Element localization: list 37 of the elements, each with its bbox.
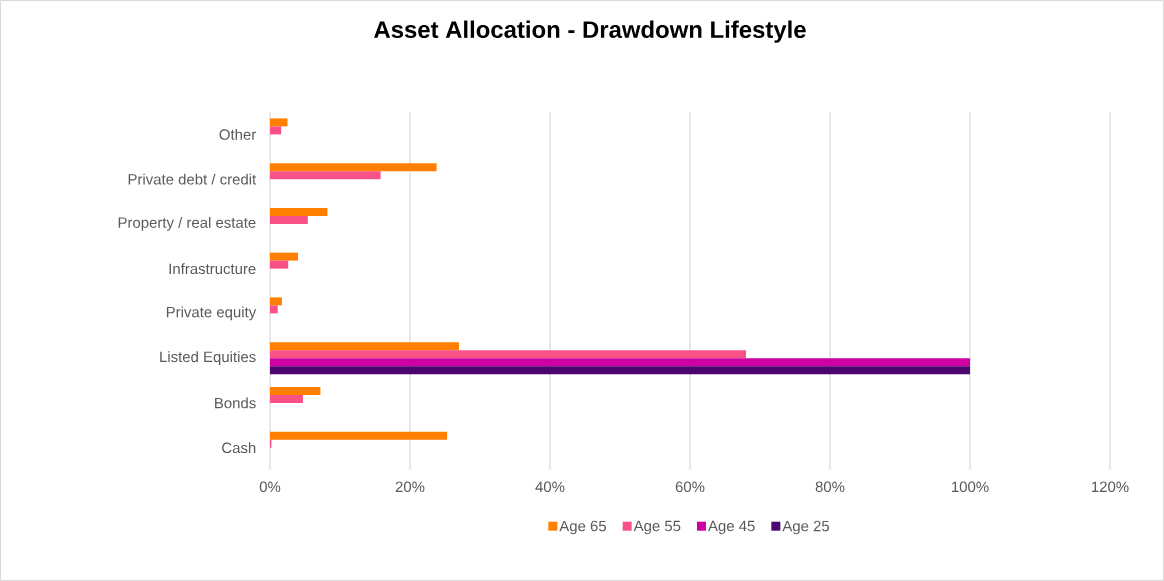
x-tick-label: 40% [535,481,565,493]
bar [270,118,288,127]
y-tick-label: Property / real estate [118,216,256,231]
legend-label: Age 65 [559,520,607,535]
bar [270,297,282,306]
bar [270,358,971,367]
bar [270,252,298,261]
y-tick-label: Bonds [215,397,256,409]
bar [270,431,448,440]
bar [270,171,381,180]
bar [270,215,308,224]
y-tick-label: Listed Equities [160,351,256,366]
bar [270,350,747,359]
chart-title: Asset Allocation - Drawdown Lifestyle [374,20,806,43]
y-tick-label: Private equity [166,306,257,321]
x-tick-label: 60% [675,481,705,493]
y-tick-label: Infrastructure [169,263,256,275]
x-tick-label: 0% [259,481,281,493]
bar [270,386,321,395]
bar [270,394,303,403]
legend-label: Age 25 [782,520,830,535]
x-tick-label: 80% [815,481,845,493]
bar [270,305,278,314]
x-tick-label: 120% [1092,481,1129,493]
bar [270,342,459,351]
y-tick-label: Private debt / credit [128,173,257,185]
legend-label: Age 55 [633,520,681,535]
x-tick-label: 100% [952,481,989,493]
x-tick-label: 20% [395,481,425,493]
y-tick-label: Cash [222,442,256,454]
legend-label: Age 45 [708,520,755,535]
y-tick-label: Other [219,128,256,140]
bar [270,126,282,135]
bar [270,260,289,269]
bar [270,366,971,375]
bar [270,207,328,216]
bar [270,163,437,172]
